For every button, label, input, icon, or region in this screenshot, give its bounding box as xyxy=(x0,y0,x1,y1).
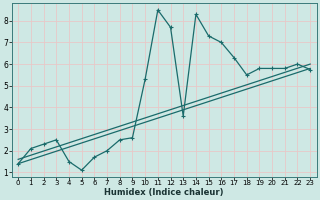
X-axis label: Humidex (Indice chaleur): Humidex (Indice chaleur) xyxy=(104,188,224,197)
